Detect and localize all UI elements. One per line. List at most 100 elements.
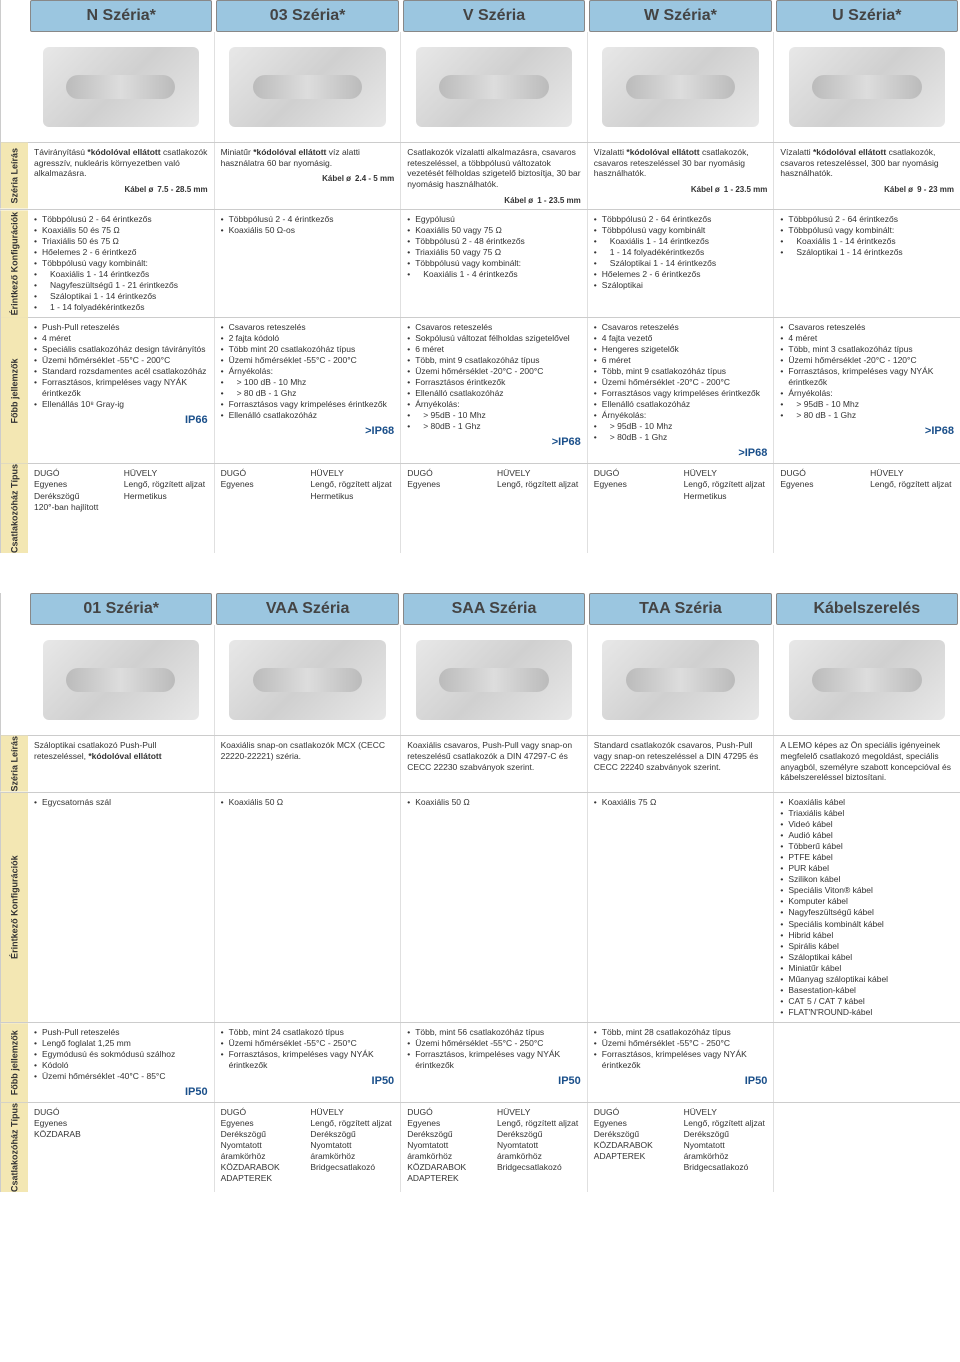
config-item: PTFE kábel — [780, 852, 954, 863]
feature-item: > 80dB - 1 Ghz — [594, 432, 768, 443]
feature-item: Push-Pull reteszelés — [34, 1027, 208, 1038]
features-row: Főbb jellemzőkPush-Pull reteszelésLengő … — [0, 1022, 960, 1102]
features-list: Több, mint 56 csatlakozóház típusÜzemi h… — [407, 1027, 581, 1071]
config-item: Audió kábel — [780, 830, 954, 841]
feature-item: Ellenálló csatlakozóház — [407, 388, 581, 399]
housing-plug: DUGÓEgyenesDerékszögűNyomtatott áramkörh… — [221, 1107, 305, 1188]
product-image-cell — [401, 625, 588, 735]
config-item: Koaxiális 1 - 14 érintkezős — [34, 269, 208, 280]
config-list: Többpólusú 2 - 64 érintkezősTöbbpólusú v… — [780, 214, 954, 258]
config-item: Speciális Viton® kábel — [780, 885, 954, 896]
cable-diameter: Kábel ø7.5 - 28.5 mm — [34, 185, 208, 194]
housing-cell — [774, 1103, 960, 1192]
housing-plug: DUGÓEgyenesKÖZDARAB — [34, 1107, 208, 1188]
feature-item: Csavaros reteszelés — [221, 322, 395, 333]
description-cell: Vízalatti *kódolóval ellátott csatlakozó… — [774, 143, 960, 209]
feature-item: Forrasztásos, krimpeléses vagy NYÁK érin… — [221, 1049, 395, 1071]
feature-item: Ellenálló csatlakozóház — [221, 410, 395, 421]
config-list: Egycsatornás szál — [34, 797, 208, 808]
config-cell: Többpólusú 2 - 64 érintkezősKoaxiális 50… — [28, 210, 215, 317]
ip-rating: >IP68 — [594, 447, 768, 459]
housing-socket: HÜVELYLengő, rögzített aljzatHermetikus — [310, 468, 394, 549]
config-item: Koaxiális 50 Ω — [407, 797, 581, 808]
config-cell: Többpólusú 2 - 4 érintkezősKoaxiális 50 … — [215, 210, 402, 317]
product-image-cell — [215, 625, 402, 735]
housing-socket: HÜVELYLengő, rögzített aljzat — [497, 468, 581, 549]
cable-diameter: Kábel ø9 - 23 mm — [780, 185, 954, 194]
feature-item: > 95dB - 10 Mhz — [594, 421, 768, 432]
product-image-cell — [28, 32, 215, 142]
product-image-placeholder — [416, 640, 572, 720]
ip-rating: >IP68 — [780, 425, 954, 437]
feature-item: Csavaros reteszelés — [780, 322, 954, 333]
description-text: Koaxiális csavaros, Push-Pull vagy snap-… — [407, 740, 581, 772]
config-item: Többerű kábel — [780, 841, 954, 852]
config-item: CAT 5 / CAT 7 kábel — [780, 996, 954, 1007]
description-cell: Koaxiális csavaros, Push-Pull vagy snap-… — [401, 736, 588, 792]
config-item: Egycsatornás szál — [34, 797, 208, 808]
feature-item: > 95dB - 10 Mhz — [780, 399, 954, 410]
product-image-cell — [774, 625, 960, 735]
config-item: Műanyag száloptikai kábel — [780, 974, 954, 985]
feature-item: Üzemi hőmérséklet -20°C - 200°C — [594, 377, 768, 388]
product-image-cell — [401, 32, 588, 142]
config-item: Többpólusú 2 - 48 érintkezős — [407, 236, 581, 247]
description-text: A LEMO képes az Ön speciális igényeinek … — [780, 740, 954, 783]
row-label-main-features: Főbb jellemzők — [0, 1023, 28, 1102]
feature-item: Csavaros reteszelés — [594, 322, 768, 333]
feature-item: Forrasztásos, krimpeléses vagy NYÁK érin… — [780, 366, 954, 388]
config-item: Nagyfeszültségű kábel — [780, 907, 954, 918]
config-item: Száloptikai 1 - 14 érintkezős — [34, 291, 208, 302]
feature-item: Ellenállás 10⁸ Gray-ig — [34, 399, 208, 410]
description-text: Csatlakozók vízalatti alkalmazásra, csav… — [407, 147, 581, 190]
feature-item: 4 méret — [780, 333, 954, 344]
series-header: Kábelszerelés — [776, 593, 958, 625]
ip-rating: >IP68 — [221, 425, 395, 437]
housing-plug: DUGÓEgyenesDerékszögűNyomtatott áramkörh… — [407, 1107, 491, 1188]
features-cell: Push-Pull reteszelésLengő foglalat 1,25 … — [28, 1023, 215, 1102]
features-cell: Csavaros reteszelés4 fajta vezetőHengere… — [588, 318, 775, 464]
feature-item: Forrasztásos vagy krimpeléses érintkezők — [594, 388, 768, 399]
config-item: Száloptikai — [594, 280, 768, 291]
feature-item: Standard rozsdamentes acél csatlakozóház — [34, 366, 208, 377]
config-item: Többpólusú vagy kombinált — [594, 225, 768, 236]
housing-socket: HÜVELYLengő, rögzített aljzatDerékszögűN… — [684, 1107, 768, 1188]
config-item: Koaxiális 50 Ω-os — [221, 225, 395, 236]
description-cell: A LEMO képes az Ön speciális igényeinek … — [774, 736, 960, 792]
ip-rating: IP50 — [34, 1086, 208, 1098]
features-cell: Push-Pull reteszelés4 méretSpeciális csa… — [28, 318, 215, 464]
description-text: Vízalatti *kódolóval ellátott csatlakozó… — [594, 147, 768, 179]
image-row — [0, 32, 960, 142]
config-item: Száloptikai 1 - 14 érintkezős — [594, 258, 768, 269]
housing-cell: DUGÓEgyenesDerékszögűNyomtatott áramkörh… — [401, 1103, 588, 1192]
feature-item: Árnyékolás: — [407, 399, 581, 410]
config-item: Triaxiális 50 vagy 75 Ω — [407, 247, 581, 258]
feature-item: Több, mint 3 csatlakozóház típus — [780, 344, 954, 355]
feature-item: > 100 dB - 10 Mhz — [221, 377, 395, 388]
config-list: EgypólusúKoaxiális 50 vagy 75 ΩTöbbpólus… — [407, 214, 581, 280]
description-text: Vízalatti *kódolóval ellátott csatlakozó… — [780, 147, 954, 179]
description-cell: Száloptikai csatlakozó Push-Pull retesze… — [28, 736, 215, 792]
config-item: Komputer kábel — [780, 896, 954, 907]
config-item: Szilikon kábel — [780, 874, 954, 885]
housing-socket: HÜVELYLengő, rögzített aljzatHermetikus — [684, 468, 768, 549]
feature-item: Forrasztásos, krimpeléses vagy NYÁK érin… — [34, 377, 208, 399]
housing-cell: DUGÓEgyenesHÜVELYLengő, rögzített aljzat — [774, 464, 960, 553]
config-item: Koaxiális 50 és 75 Ω — [34, 225, 208, 236]
config-list: Koaxiális 50 Ω — [407, 797, 581, 808]
config-item: Száloptikai 1 - 14 érintkezős — [780, 247, 954, 258]
ip-rating: IP50 — [407, 1075, 581, 1087]
config-list: Többpólusú 2 - 64 érintkezősKoaxiális 50… — [34, 214, 208, 313]
header-row: 01 Széria*VAA SzériaSAA SzériaTAA Széria… — [0, 593, 960, 625]
feature-item: Árnyékolás: — [594, 410, 768, 421]
housing-plug: DUGÓEgyenes — [780, 468, 864, 549]
label-spacer — [0, 625, 28, 735]
description-text: Száloptikai csatlakozó Push-Pull retesze… — [34, 740, 208, 761]
product-image-placeholder — [416, 47, 572, 127]
description-cell: Standard csatlakozók csavaros, Push-Pull… — [588, 736, 775, 792]
feature-item: 6 méret — [594, 355, 768, 366]
housing-socket: HÜVELYLengő, rögzített aljzat — [870, 468, 954, 549]
description-cell: Vízalatti *kódolóval ellátott csatlakozó… — [588, 143, 775, 209]
config-cell: Koaxiális 75 Ω — [588, 793, 775, 1022]
config-item: Hőelemes 2 - 6 érintkezős — [594, 269, 768, 280]
